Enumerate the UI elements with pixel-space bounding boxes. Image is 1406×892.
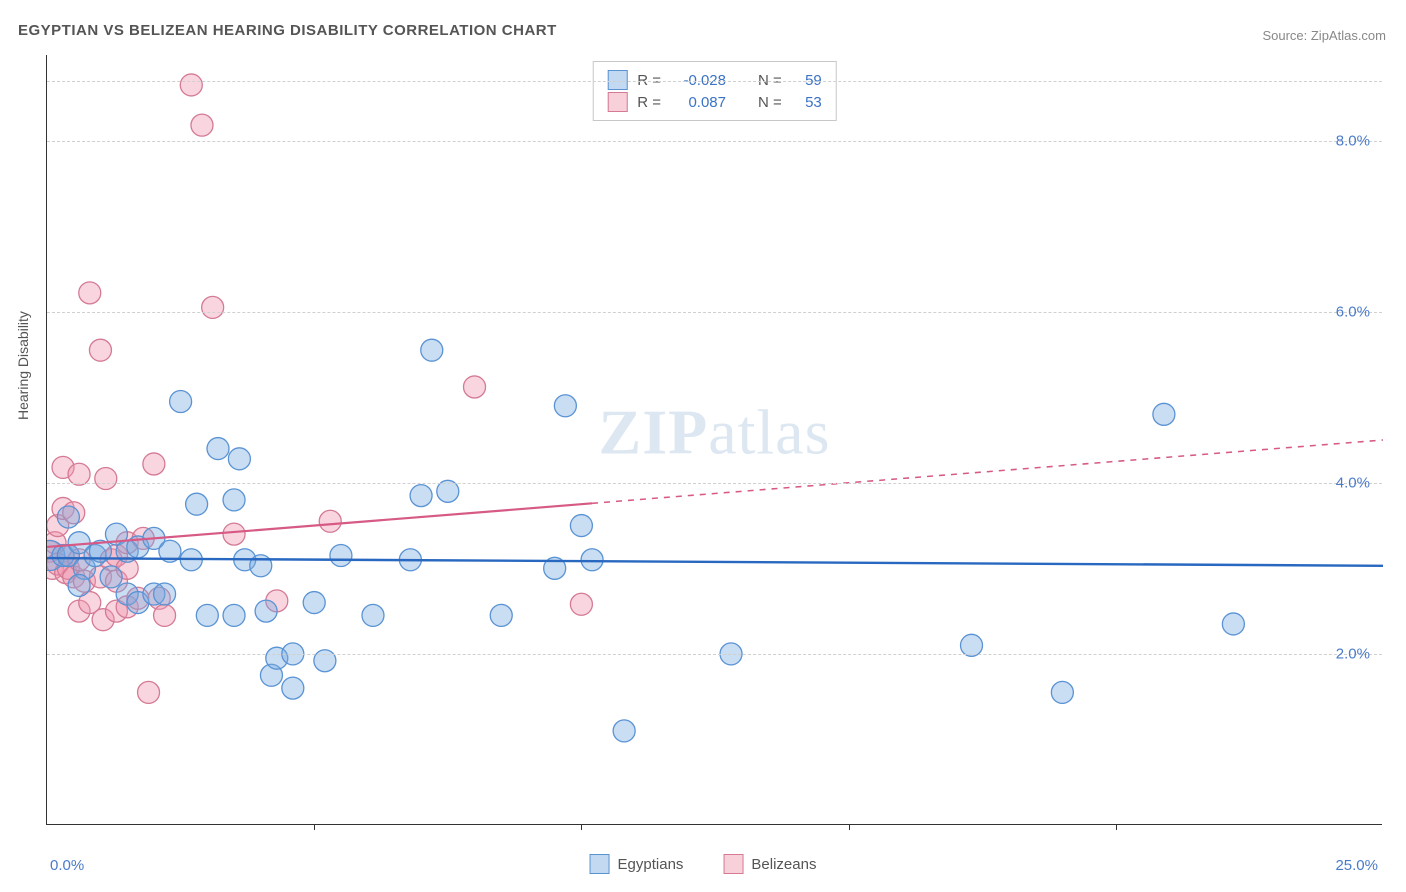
data-point [362,604,384,626]
gridline [47,81,1382,82]
data-point [282,677,304,699]
data-point [554,395,576,417]
data-point [570,593,592,615]
trend-line-extrapolated [592,440,1383,503]
trend-line [47,503,592,547]
x-tick [849,824,850,830]
legend-label-belizeans: Belizeans [751,856,816,873]
data-point [223,489,245,511]
data-point [319,510,341,532]
x-axis-min-label: 0.0% [50,857,84,874]
legend-series: Egyptians Belizeans [590,854,817,874]
data-point [228,448,250,470]
data-point [100,566,122,588]
data-point [223,604,245,626]
swatch-blue-icon [590,854,610,874]
source-prefix: Source: [1262,28,1310,43]
data-point [170,391,192,413]
data-point [143,453,165,475]
data-point [464,376,486,398]
data-point [255,600,277,622]
y-axis-label: Hearing Disability [15,311,31,420]
y-tick-label: 8.0% [1336,132,1370,149]
data-point [154,604,176,626]
legend-item-belizeans: Belizeans [723,854,816,874]
gridline [47,312,1382,313]
data-point [1222,613,1244,635]
data-point [95,468,117,490]
chart-svg [47,55,1383,825]
y-tick-label: 4.0% [1336,474,1370,491]
data-point [89,339,111,361]
chart-title: EGYPTIAN VS BELIZEAN HEARING DISABILITY … [18,22,557,39]
data-point [490,604,512,626]
data-point [138,681,160,703]
x-tick [314,824,315,830]
source-attribution: Source: ZipAtlas.com [1262,28,1386,43]
data-point [1153,403,1175,425]
data-point [207,438,229,460]
data-point [202,296,224,318]
data-point [330,545,352,567]
data-point [1051,681,1073,703]
legend-item-egyptians: Egyptians [590,854,684,874]
data-point [68,574,90,596]
legend-label-egyptians: Egyptians [618,856,684,873]
plot-area: ZIPatlas R = -0.028 N = 59 R = 0.087 N =… [46,55,1382,825]
x-tick [581,824,582,830]
gridline [47,654,1382,655]
data-point [223,523,245,545]
data-point [421,339,443,361]
data-point [186,493,208,515]
data-point [613,720,635,742]
gridline [47,141,1382,142]
data-point [79,282,101,304]
y-tick-label: 2.0% [1336,645,1370,662]
data-point [570,515,592,537]
gridline [47,483,1382,484]
data-point [57,506,79,528]
source-name: ZipAtlas.com [1311,28,1386,43]
data-point [581,549,603,571]
data-point [303,592,325,614]
y-tick-label: 6.0% [1336,303,1370,320]
data-point [154,583,176,605]
swatch-pink-icon [723,854,743,874]
data-point [180,74,202,96]
data-point [410,485,432,507]
data-point [191,114,213,136]
x-tick [1116,824,1117,830]
x-axis-max-label: 25.0% [1335,857,1378,874]
data-point [196,604,218,626]
